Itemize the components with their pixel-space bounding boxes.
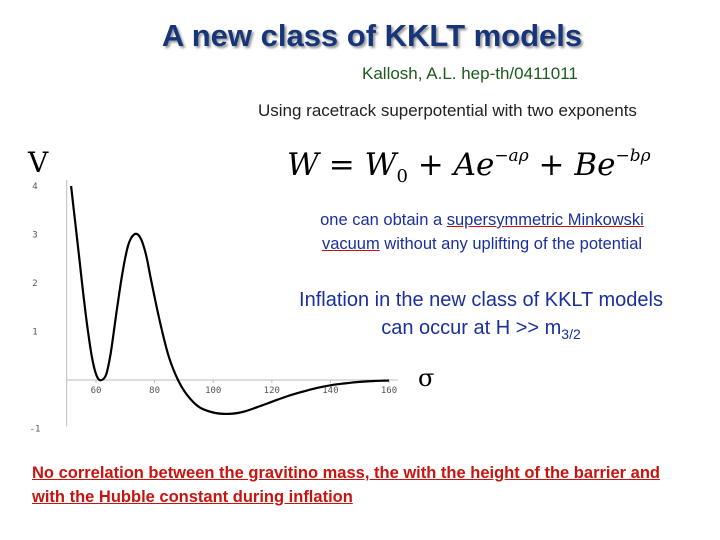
x-tick-label: 60 [91, 386, 102, 396]
y-tick-label: 3 [32, 231, 37, 241]
x-axis-label: σ [418, 364, 435, 392]
plot-ticks: 60 80 100 120 140 160 4 3 2 1 -1 [30, 182, 398, 435]
inflation-main: Inflation in the new class of KKLT model… [299, 289, 663, 339]
susy-underlined-1: supersymmetric Minkowski [446, 211, 644, 229]
x-tick-label: 140 [322, 386, 338, 396]
y-axis-label: V [28, 146, 49, 179]
x-tick-label: 120 [264, 386, 280, 396]
slide-title: A new class of KKLT models [161, 18, 583, 53]
y-tick-label: -1 [30, 425, 41, 435]
formula-lhs: W [287, 147, 319, 183]
y-tick-label: 4 [32, 182, 37, 192]
conclusion-text: No correlation between the gravitino mas… [32, 464, 661, 506]
susy-text-part1: one can obtain a [320, 211, 447, 229]
y-tick-label: 1 [32, 328, 37, 338]
potential-curve [70, 185, 390, 416]
formula-exp-b: −bρ [615, 146, 651, 166]
formula-eq: = [318, 147, 365, 183]
susy-underlined-2: vacuum [321, 235, 380, 253]
formula-term-a: Ae [453, 147, 495, 183]
formula-plus-1: + [407, 147, 454, 183]
intro-text: Using racetrack superpotential with two … [258, 101, 637, 120]
inflation-text: Inflation in the new class of KKLT model… [296, 286, 666, 348]
x-tick-label: 80 [149, 386, 160, 396]
x-tick-label: 160 [381, 386, 397, 396]
formula-exp-a: −aρ [494, 146, 529, 166]
formula-plus-2: + [528, 147, 575, 183]
y-tick-label: 2 [32, 279, 37, 289]
susy-text-part2: without any uplifting of the potential [379, 235, 643, 253]
plot-axes [66, 180, 398, 427]
citation: Kallosh, A.L. hep-th/0411011 [362, 64, 578, 83]
supersymmetric-vacuum-text: one can obtain a supersymmetric Minkowsk… [282, 208, 682, 256]
x-tick-label: 100 [205, 386, 221, 396]
inflation-sub: 3/2 [561, 326, 581, 342]
superpotential-formula: W = W0 + Ae−aρ + Be−bρ [287, 146, 651, 187]
formula-term-b: Be [574, 147, 616, 183]
formula-w0: W [364, 147, 397, 183]
formula-w0-sub: 0 [396, 166, 408, 188]
